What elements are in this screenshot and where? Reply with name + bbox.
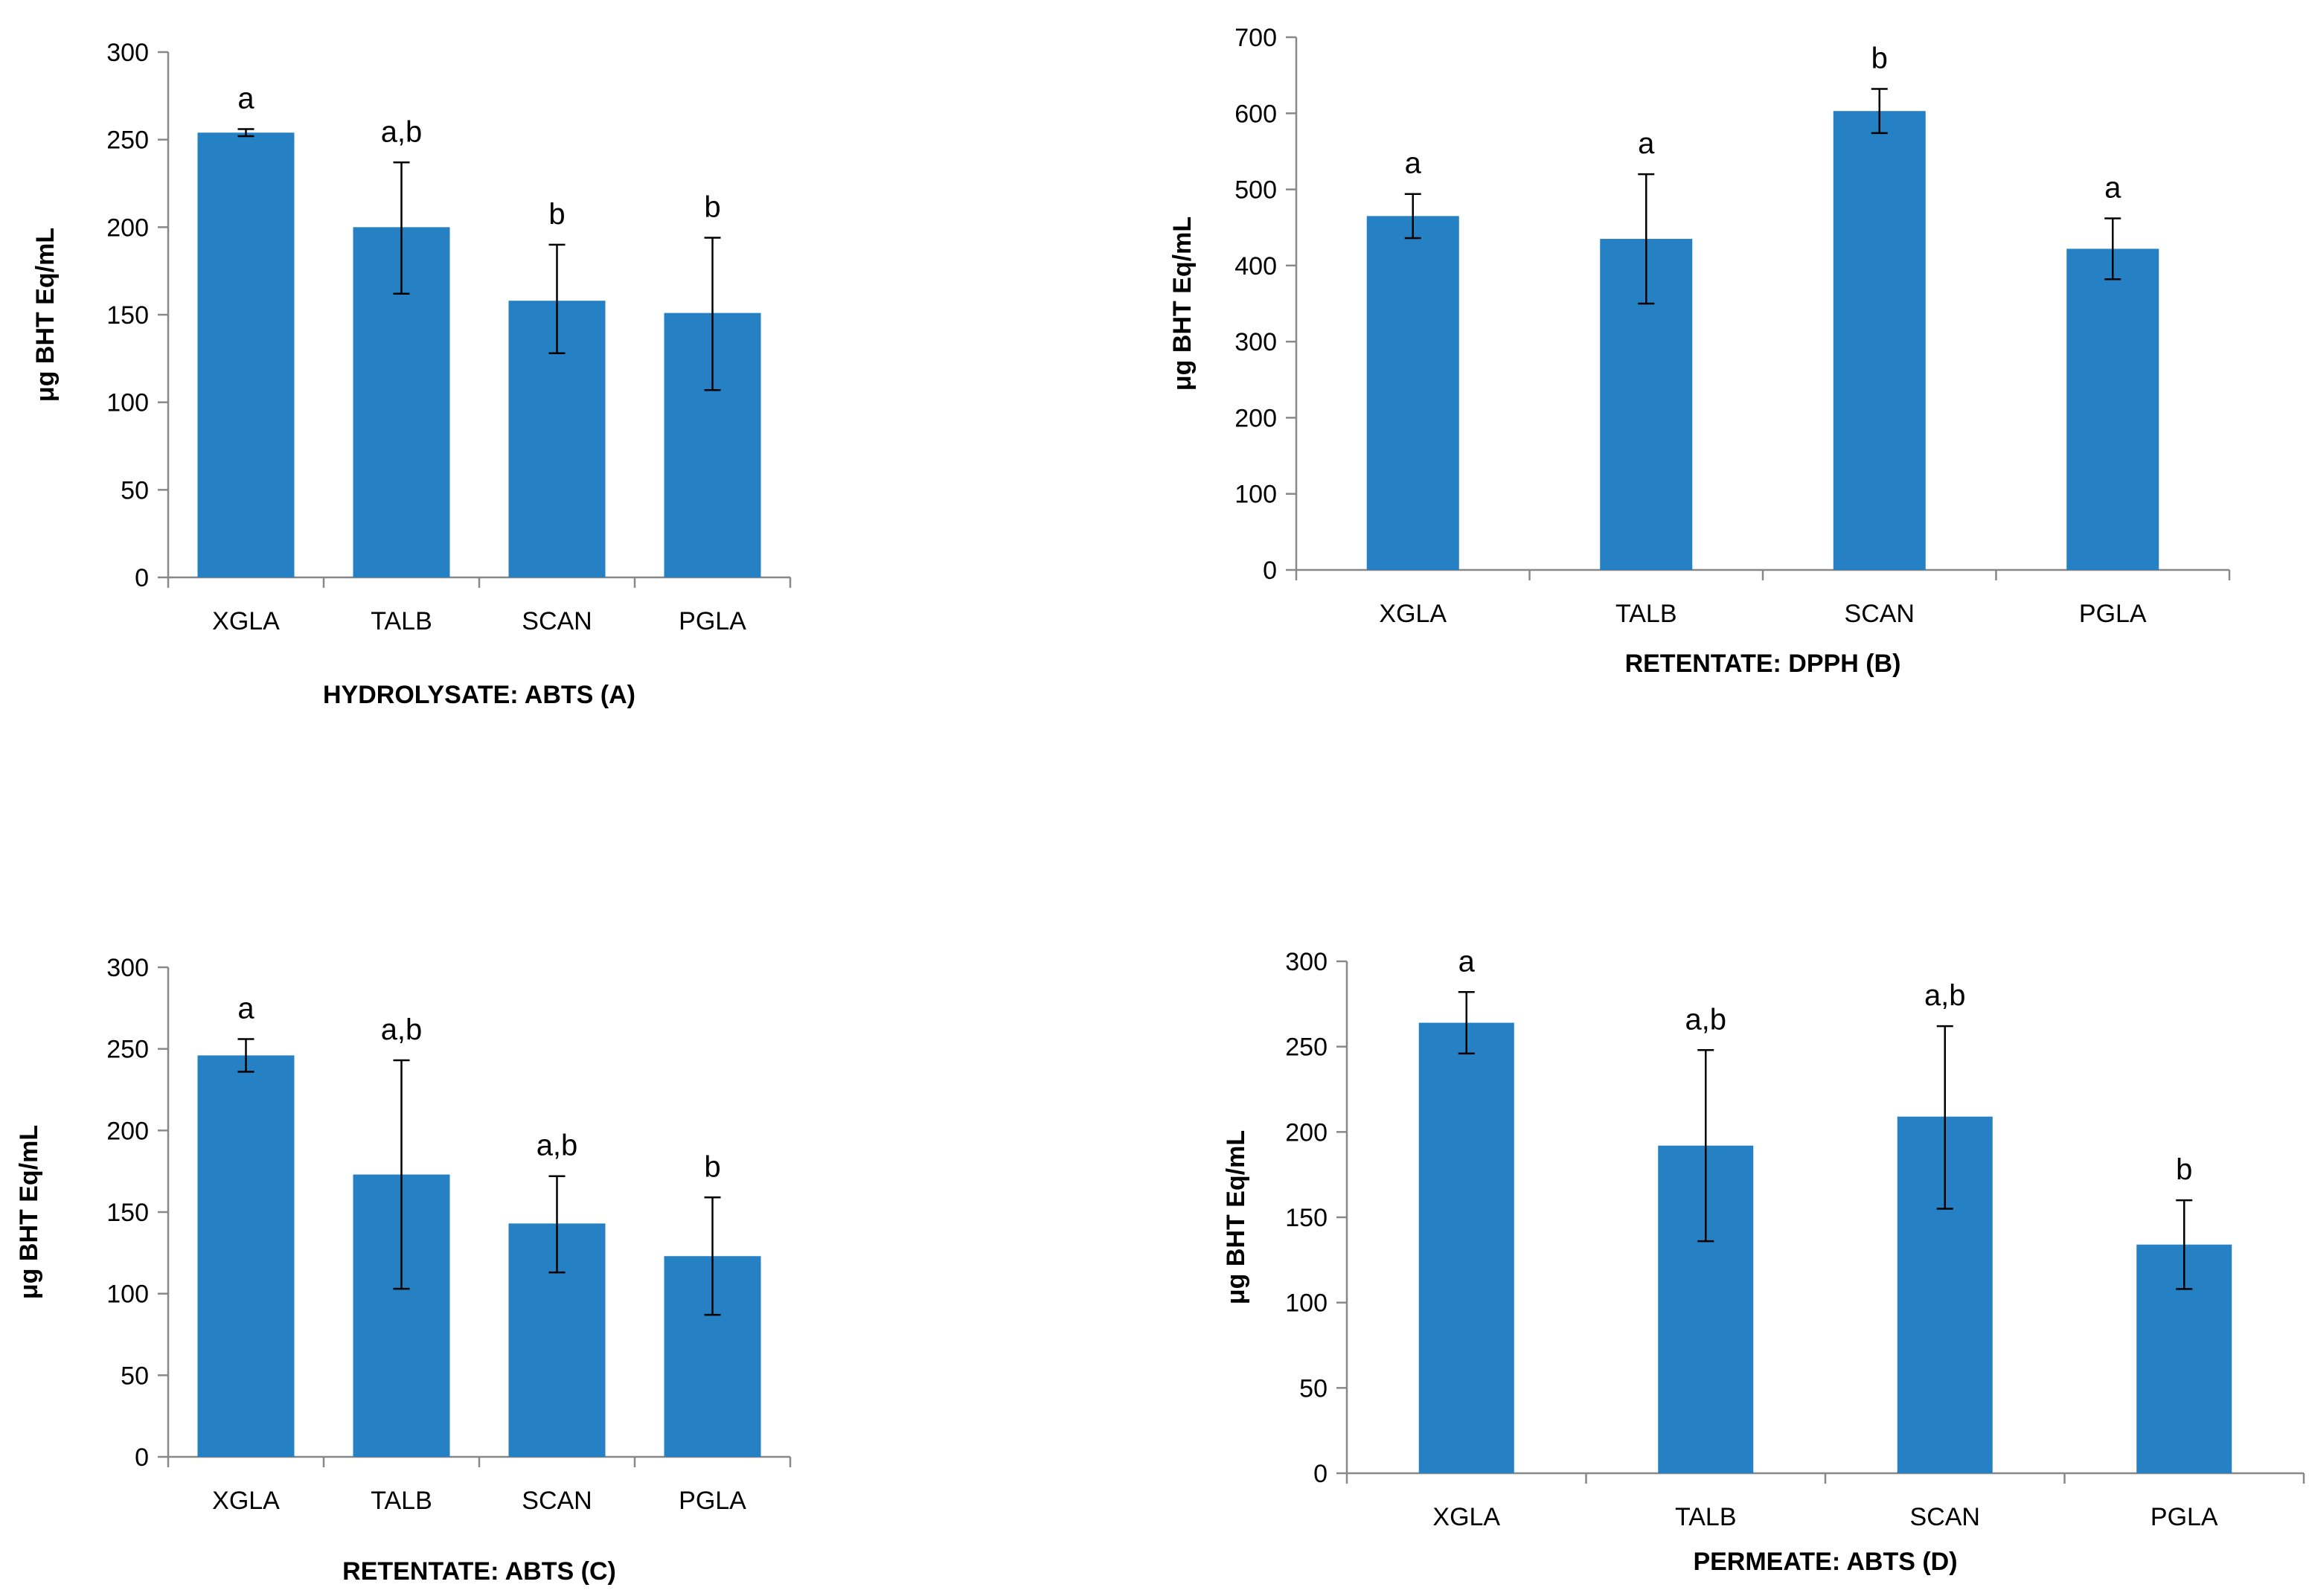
y-tick-label: 300 bbox=[1285, 948, 1328, 976]
y-axis-title: μg BHT Eq/mL bbox=[15, 1125, 43, 1299]
y-tick-label: 500 bbox=[1234, 176, 1277, 205]
x-tick-label: XGLA bbox=[1379, 600, 1447, 628]
x-tick-label: TALB bbox=[371, 607, 432, 635]
significance-letter: b bbox=[1871, 42, 1888, 75]
y-tick-label: 100 bbox=[106, 389, 149, 417]
significance-letter: a bbox=[1405, 147, 1422, 180]
y-tick-label: 200 bbox=[106, 1117, 149, 1145]
y-tick-label: 300 bbox=[106, 954, 149, 982]
y-tick-label: 150 bbox=[106, 1199, 149, 1227]
x-tick-label: PGLA bbox=[679, 1487, 746, 1515]
significance-letter: a,b bbox=[537, 1129, 578, 1162]
y-tick-label: 250 bbox=[106, 1036, 149, 1064]
bar-xgla bbox=[1418, 1022, 1514, 1473]
x-axis-title: RETENTATE: ABTS (C) bbox=[342, 1557, 616, 1586]
significance-letter: a,b bbox=[381, 115, 423, 148]
x-tick-label: PGLA bbox=[2151, 1503, 2218, 1531]
significance-letter: a,b bbox=[381, 1013, 423, 1046]
bar-xgla bbox=[197, 1055, 295, 1457]
significance-letter: a,b bbox=[1924, 979, 1966, 1012]
x-axis-title: RETENTATE: DPPH (B) bbox=[1625, 650, 1901, 678]
x-tick-label: SCAN bbox=[1845, 600, 1915, 628]
x-tick-label: PGLA bbox=[2079, 600, 2147, 628]
y-axis-title: μg BHT Eq/mL bbox=[31, 228, 60, 402]
y-tick-label: 250 bbox=[106, 126, 149, 155]
y-axis-title: μg BHT Eq/mL bbox=[1222, 1130, 1250, 1304]
significance-letter: b bbox=[704, 190, 720, 223]
y-tick-label: 0 bbox=[135, 564, 149, 592]
bar-xgla bbox=[1366, 216, 1459, 570]
y-tick-label: 150 bbox=[1285, 1204, 1328, 1232]
significance-letter: a,b bbox=[1685, 1003, 1726, 1036]
x-tick-label: SCAN bbox=[522, 1487, 592, 1515]
significance-letter: b bbox=[704, 1150, 720, 1183]
x-tick-label: TALB bbox=[1675, 1503, 1737, 1531]
x-tick-label: SCAN bbox=[522, 607, 592, 635]
panel-retentate-dpph: 0 100 200 300 400 500 600 700 a XGLA a TALB b SCAN a PG… bbox=[1168, 24, 2231, 678]
y-tick-label: 150 bbox=[106, 301, 149, 330]
y-tick-label: 100 bbox=[106, 1281, 149, 1309]
x-axis-title: HYDROLYSATE: ABTS (A) bbox=[323, 681, 635, 709]
y-tick-label: 200 bbox=[1234, 404, 1277, 432]
y-tick-label: 50 bbox=[1299, 1374, 1328, 1403]
panel-hydrolysate-abts: 0 50 100 150 200 250 300 a XGLA a,b TALB b SCAN b PGLA… bbox=[31, 39, 792, 709]
y-axis-title: μg BHT Eq/mL bbox=[1168, 217, 1197, 391]
y-tick-label: 400 bbox=[1234, 252, 1277, 281]
x-tick-label: XGLA bbox=[212, 607, 280, 635]
y-tick-label: 0 bbox=[135, 1443, 149, 1472]
bar-pgla bbox=[2066, 249, 2159, 570]
significance-letter: a bbox=[2104, 171, 2121, 204]
x-tick-label: XGLA bbox=[212, 1487, 280, 1515]
x-tick-label: TALB bbox=[1615, 600, 1677, 628]
y-tick-label: 100 bbox=[1234, 481, 1277, 509]
significance-letter: a bbox=[237, 83, 254, 115]
y-tick-label: 250 bbox=[1285, 1033, 1328, 1062]
y-tick-label: 300 bbox=[106, 39, 149, 67]
x-tick-label: XGLA bbox=[1432, 1503, 1500, 1531]
significance-letter: b bbox=[2176, 1153, 2192, 1186]
significance-letter: a bbox=[237, 993, 254, 1025]
bar-xgla bbox=[197, 132, 295, 578]
y-tick-label: 100 bbox=[1285, 1289, 1328, 1318]
y-tick-label: 600 bbox=[1234, 100, 1277, 128]
y-tick-label: 300 bbox=[1234, 328, 1277, 356]
y-tick-label: 0 bbox=[1313, 1460, 1328, 1488]
panel-retentate-abts: 0 50 100 150 200 250 300 a XGLA a,b TALB a,b SCAN b PG… bbox=[15, 954, 792, 1586]
y-tick-label: 50 bbox=[121, 476, 149, 504]
significance-letter: a bbox=[1638, 127, 1655, 160]
x-axis-title: PERMEATE: ABTS (D) bbox=[1693, 1548, 1957, 1576]
significance-letter: b bbox=[548, 198, 565, 231]
x-tick-label: PGLA bbox=[679, 607, 746, 635]
bar-scan bbox=[1833, 111, 1926, 570]
y-tick-label: 200 bbox=[1285, 1118, 1328, 1147]
y-tick-label: 200 bbox=[106, 214, 149, 242]
panel-permeate-abts: 0 50 100 150 200 250 300 a XGLA a,b TALB a,b SCAN b PG… bbox=[1222, 945, 2305, 1576]
significance-letter: a bbox=[1458, 945, 1476, 978]
y-tick-label: 50 bbox=[121, 1362, 149, 1390]
x-tick-label: SCAN bbox=[1910, 1503, 1980, 1531]
x-tick-label: TALB bbox=[371, 1487, 432, 1515]
y-tick-label: 700 bbox=[1234, 24, 1277, 52]
y-tick-label: 0 bbox=[1263, 557, 1277, 585]
